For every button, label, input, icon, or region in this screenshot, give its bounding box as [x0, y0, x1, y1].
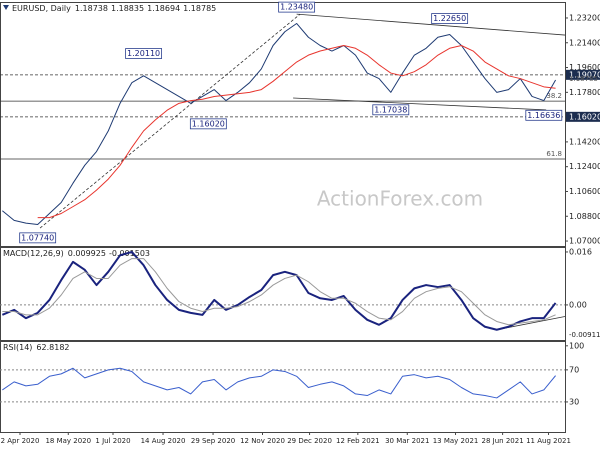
- annotation-box: [372, 104, 410, 116]
- level-label: 1.16020: [569, 112, 600, 121]
- annotation-box: [125, 48, 163, 59]
- level-box: [566, 69, 600, 80]
- symbol-icon: [3, 5, 9, 10]
- y-tick-label: 1.23200: [569, 13, 600, 22]
- macd-value: 0.009925: [68, 249, 106, 258]
- trend-line: [293, 97, 547, 111]
- macd-title: MACD(12,26,9): [3, 249, 64, 258]
- y-tick-label: 0.00: [569, 300, 587, 309]
- annotation-label: 1.22650: [433, 14, 466, 23]
- high: 1.18835: [111, 4, 144, 13]
- annotation-box: [431, 13, 469, 24]
- level-label: 38.2: [546, 92, 562, 100]
- y-tick-label: 1.14200: [569, 137, 600, 146]
- annotation-box: [19, 232, 57, 244]
- x-tick-label: 12 Feb 2021: [336, 437, 380, 445]
- rsi-header: RSI(14) 62.8182: [3, 343, 70, 352]
- last-value-label: -0.009116: [569, 331, 600, 339]
- last-price-label: 1.18785: [569, 75, 598, 83]
- annotation-label: 1.17038: [374, 105, 407, 114]
- level-label: 1.19070: [569, 70, 600, 79]
- x-tick-label: 11 Aug 2021: [526, 437, 571, 445]
- y-tick-label: 1.21400: [569, 38, 600, 47]
- x-tick-label: 2 Apr 2020: [1, 437, 40, 445]
- annotation-box: [189, 118, 227, 130]
- x-tick-label: 14 Aug 2020: [141, 437, 186, 445]
- series-line: [2, 367, 556, 399]
- open: 1.18738: [75, 4, 108, 13]
- annotation-box: [278, 1, 316, 13]
- y-tick-label: 1.17800: [569, 88, 600, 97]
- annotation-label: 1.16636: [527, 111, 560, 120]
- level-label: 61.8: [546, 150, 562, 158]
- series-line: [2, 258, 556, 326]
- annotation-label: 1.23480: [280, 3, 313, 12]
- y-tick-label: 70: [569, 365, 579, 374]
- price-title: EURUSD, Daily: [12, 4, 71, 13]
- y-tick-label: 30: [569, 397, 579, 406]
- x-tick-label: 12 Nov 2020: [240, 437, 285, 445]
- x-tick-label: 28 Jun 2021: [482, 437, 524, 445]
- price-header: EURUSD, Daily 1.18738 1.18835 1.18694 1.1878…: [12, 4, 216, 13]
- y-tick-label: 1.12400: [569, 162, 600, 171]
- trend-line: [39, 13, 301, 229]
- x-tick-label: 1 Jul 2020: [95, 437, 130, 445]
- y-tick-label: 1.07000: [569, 237, 600, 246]
- y-tick-label: 1.19600: [569, 63, 600, 72]
- level-box: [566, 111, 600, 122]
- series-line: [37, 45, 556, 219]
- watermark: ActionForex.com: [317, 187, 483, 211]
- annotation-label: 1.16020: [192, 119, 225, 128]
- x-tick-label: 29 Dec 2020: [287, 437, 332, 445]
- trend-line: [296, 13, 566, 36]
- annotation-label: 1.07740: [21, 233, 54, 242]
- y-tick-label: 100: [569, 341, 584, 350]
- y-tick-label: 0.016: [569, 247, 592, 256]
- series-line: [2, 22, 557, 226]
- close: 1.18785: [183, 4, 216, 13]
- y-tick-label: 1.08800: [569, 212, 600, 221]
- annotation-label: 1.20110: [127, 49, 160, 58]
- y-tick-label: 1.10600: [569, 187, 600, 196]
- series-line: [1, 250, 557, 331]
- x-tick-label: 30 Mar 2021: [385, 437, 429, 445]
- x-tick-label: 18 May 2020: [45, 437, 91, 445]
- rsi-title: RSI(14): [3, 343, 32, 352]
- low: 1.18694: [147, 4, 180, 13]
- rsi-value: 62.8182: [36, 343, 69, 352]
- x-tick-label: 13 May 2021: [433, 437, 479, 445]
- annotation-box: [525, 109, 563, 121]
- x-tick-label: 29 Sep 2020: [191, 437, 235, 445]
